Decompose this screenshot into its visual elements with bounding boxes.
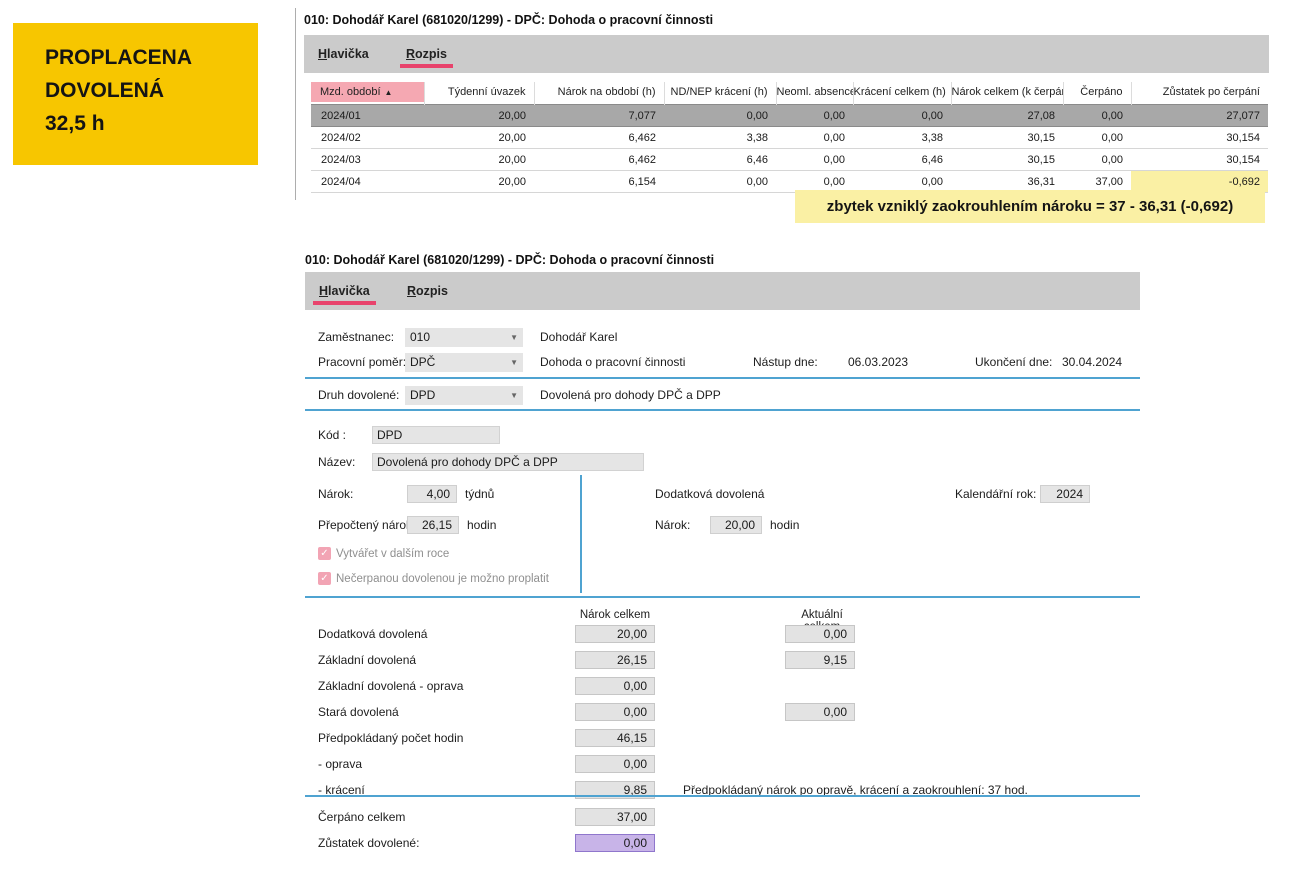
summary-row-label: - oprava [318,757,363,771]
summary-narok-field[interactable]: 9,85 [575,781,655,799]
record-title: 010: Dohodář Karel (681020/1299) - DPČ: … [304,13,714,27]
separator-line-vertical [580,475,582,593]
drawn-total-field[interactable]: 37,00 [575,808,655,826]
rozpis-table: Mzd. období ▲ Týdenní úvazek Nárok na obd… [311,82,1268,193]
contract-name: Dohoda o pracovní činnosti [540,355,686,369]
chevron-down-icon: ▼ [510,391,518,400]
converted-entitlement-label: Přepočtený nárok: [318,518,416,532]
tab-rozpis[interactable]: Rozpis [407,284,448,298]
summary-row-label: - krácení [318,783,365,797]
summary-narok-field[interactable]: 0,00 [575,703,655,721]
hlavicka-panel: 010: Dohodář Karel (681020/1299) - DPČ: … [305,250,1140,890]
separator-line [305,409,1140,411]
column-header[interactable]: Zůstatek po čerpání [1130,82,1268,105]
calendar-year-field[interactable]: 2024 [1040,485,1090,503]
column-header[interactable]: Týdenní úvazek [423,82,534,105]
summary-row-label: Základní dovolená [318,653,417,667]
entitlement-label: Nárok: [318,487,354,501]
separator-line [305,596,1140,598]
vacation-type-name: Dovolená pro dohody DPČ a DPP [540,388,721,402]
contract-label: Pracovní poměr: [318,355,407,369]
table-row[interactable]: 2024/03 20,00 6,462 6,46 0,00 6,46 30,15… [311,148,1268,171]
table-header-row: Mzd. období ▲ Týdenní úvazek Nárok na obd… [311,82,1268,105]
start-date-value: 06.03.2023 [848,355,909,369]
summary-aktualni-field[interactable]: 0,00 [785,625,855,643]
code-label: Kód : [318,428,347,442]
name-label: Název: [318,455,356,469]
vacation-type-combo[interactable]: DPD ▼ [405,386,523,405]
calendar-year-label: Kalendářní rok: [955,487,1037,501]
summary-row-label: Dodatková dovolená [318,627,428,641]
additional-entitlement-label: Nárok: [655,518,691,532]
tab-hlavicka[interactable]: Hlavička [313,272,376,310]
column-header-mzd-obdobi[interactable]: Mzd. období ▲ [311,82,424,105]
rozpis-panel: 010: Dohodář Karel (681020/1299) - DPČ: … [295,8,1287,200]
start-date-label: Nástup dne: [753,355,818,369]
end-date-label: Ukončení dne: [975,355,1053,369]
column-header[interactable]: Nárok na období (h) [533,82,664,105]
sticky-note-line: 32,5 h [45,112,105,135]
table-row[interactable]: 2024/01 20,00 7,077 0,00 0,00 0,00 27,08… [311,104,1268,127]
separator-line [305,795,1140,797]
vacation-type-label: Druh dovolené: [318,388,400,402]
record-title: 010: Dohodář Karel (681020/1299) - DPČ: … [305,253,715,267]
separator-line [305,377,1140,379]
sticky-note-line: DOVOLENÁ [45,79,165,102]
drawn-total-label: Čerpáno celkem [318,810,406,824]
summary-aktualni-field[interactable]: 9,15 [785,651,855,669]
additional-entitlement-unit: hodin [770,518,800,532]
table-row[interactable]: 2024/02 20,00 6,462 3,38 0,00 3,38 30,15… [311,126,1268,149]
summary-row-label: Základní dovolená - oprava [318,679,464,693]
summary-narok-field[interactable]: 0,00 [575,677,655,695]
column-header[interactable]: ND/NEP krácení (h) [663,82,776,105]
sort-asc-icon: ▲ [384,88,393,97]
tab-hlavicka[interactable]: Hlavička [318,47,369,61]
entitlement-unit: týdnů [465,487,495,501]
chevron-down-icon: ▼ [510,358,518,367]
summary-row-label: Stará dovolená [318,705,399,719]
summary-narok-field[interactable]: 46,15 [575,729,655,747]
converted-entitlement-field[interactable]: 26,15 [407,516,459,534]
employee-name: Dohodář Karel [540,330,618,344]
vacation-balance-label: Zůstatek dovolené: [318,836,420,850]
rounding-note: zbytek vzniklý zaokrouhlením nároku = 37… [795,190,1265,223]
table-row[interactable]: 2024/04 20,00 6,154 0,00 0,00 0,00 36,31… [311,170,1268,193]
employee-combo[interactable]: 010 ▼ [405,328,523,347]
column-header[interactable]: Čerpáno [1062,82,1131,105]
checkbox-payout-unused[interactable]: ✓ [318,572,331,585]
additional-entitlement-field[interactable]: 20,00 [710,516,762,534]
additional-vacation-header: Dodatková dovolená [655,487,765,501]
code-field[interactable]: DPD [372,426,500,444]
tab-rozpis[interactable]: Rozpis [400,35,453,73]
end-date-value: 30.04.2024 [1062,355,1123,369]
summary-narok-field[interactable]: 20,00 [575,625,655,643]
sticky-note: PROPLACENA DOVOLENÁ 32,5 h [13,23,258,165]
column-header[interactable]: Nárok celkem (k čerpání) [950,82,1063,105]
summary-aktualni-field[interactable]: 0,00 [785,703,855,721]
column-header[interactable]: Krácení celkem (h) [852,82,951,105]
checkbox-create-next-year-label: Vytvářet v dalším roce [336,548,450,560]
name-field[interactable]: Dovolená pro dohody DPČ a DPP [372,453,644,471]
employee-label: Zaměstnanec: [318,330,395,344]
summary-row-label: Předpokládaný počet hodin [318,731,464,745]
contract-combo[interactable]: DPČ ▼ [405,353,523,372]
expected-entitlement-note: Předpokládaný nárok po opravě, krácení a… [683,783,1028,797]
converted-entitlement-unit: hodin [467,518,497,532]
tab-bar: Hlavička Rozpis [305,272,1140,310]
summary-col1-header: Nárok celkem [579,609,651,621]
highlighted-balance-cell: -0,692 [1131,170,1268,193]
checkbox-payout-unused-label: Nečerpanou dovolenou je možno proplatit [336,573,549,585]
summary-narok-field[interactable]: 0,00 [575,755,655,773]
summary-narok-field[interactable]: 26,15 [575,651,655,669]
tab-bar: Hlavička Rozpis [304,35,1269,73]
column-header[interactable]: Neoml. absence (h) [775,82,853,105]
checkbox-create-next-year[interactable]: ✓ [318,547,331,560]
chevron-down-icon: ▼ [510,333,518,342]
sticky-note-line: PROPLACENA [45,46,193,69]
vacation-balance-field[interactable]: 0,00 [575,834,655,852]
entitlement-weeks-field[interactable]: 4,00 [407,485,457,503]
